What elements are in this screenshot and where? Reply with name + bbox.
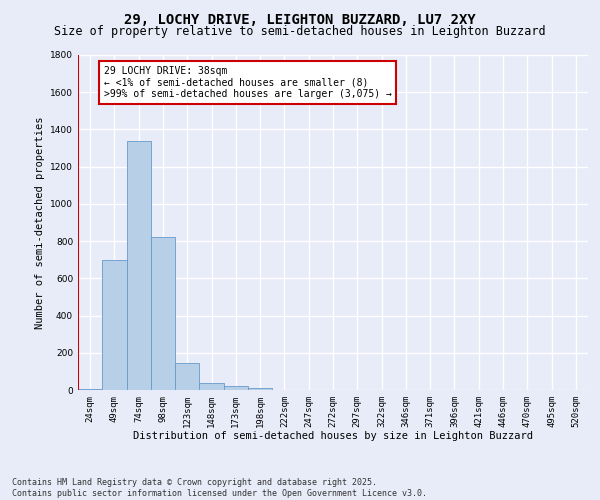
Bar xyxy=(102,260,127,390)
Bar xyxy=(199,383,224,390)
Bar xyxy=(78,388,102,390)
Bar xyxy=(151,238,175,390)
Text: Contains HM Land Registry data © Crown copyright and database right 2025.
Contai: Contains HM Land Registry data © Crown c… xyxy=(12,478,427,498)
Bar xyxy=(248,388,272,390)
Text: Size of property relative to semi-detached houses in Leighton Buzzard: Size of property relative to semi-detach… xyxy=(54,25,546,38)
Bar xyxy=(175,363,199,390)
Text: 29 LOCHY DRIVE: 38sqm
← <1% of semi-detached houses are smaller (8)
>99% of semi: 29 LOCHY DRIVE: 38sqm ← <1% of semi-deta… xyxy=(104,66,391,100)
Y-axis label: Number of semi-detached properties: Number of semi-detached properties xyxy=(35,116,44,329)
Text: 29, LOCHY DRIVE, LEIGHTON BUZZARD, LU7 2XY: 29, LOCHY DRIVE, LEIGHTON BUZZARD, LU7 2… xyxy=(124,12,476,26)
Bar xyxy=(127,140,151,390)
Bar xyxy=(224,386,248,390)
X-axis label: Distribution of semi-detached houses by size in Leighton Buzzard: Distribution of semi-detached houses by … xyxy=(133,432,533,442)
